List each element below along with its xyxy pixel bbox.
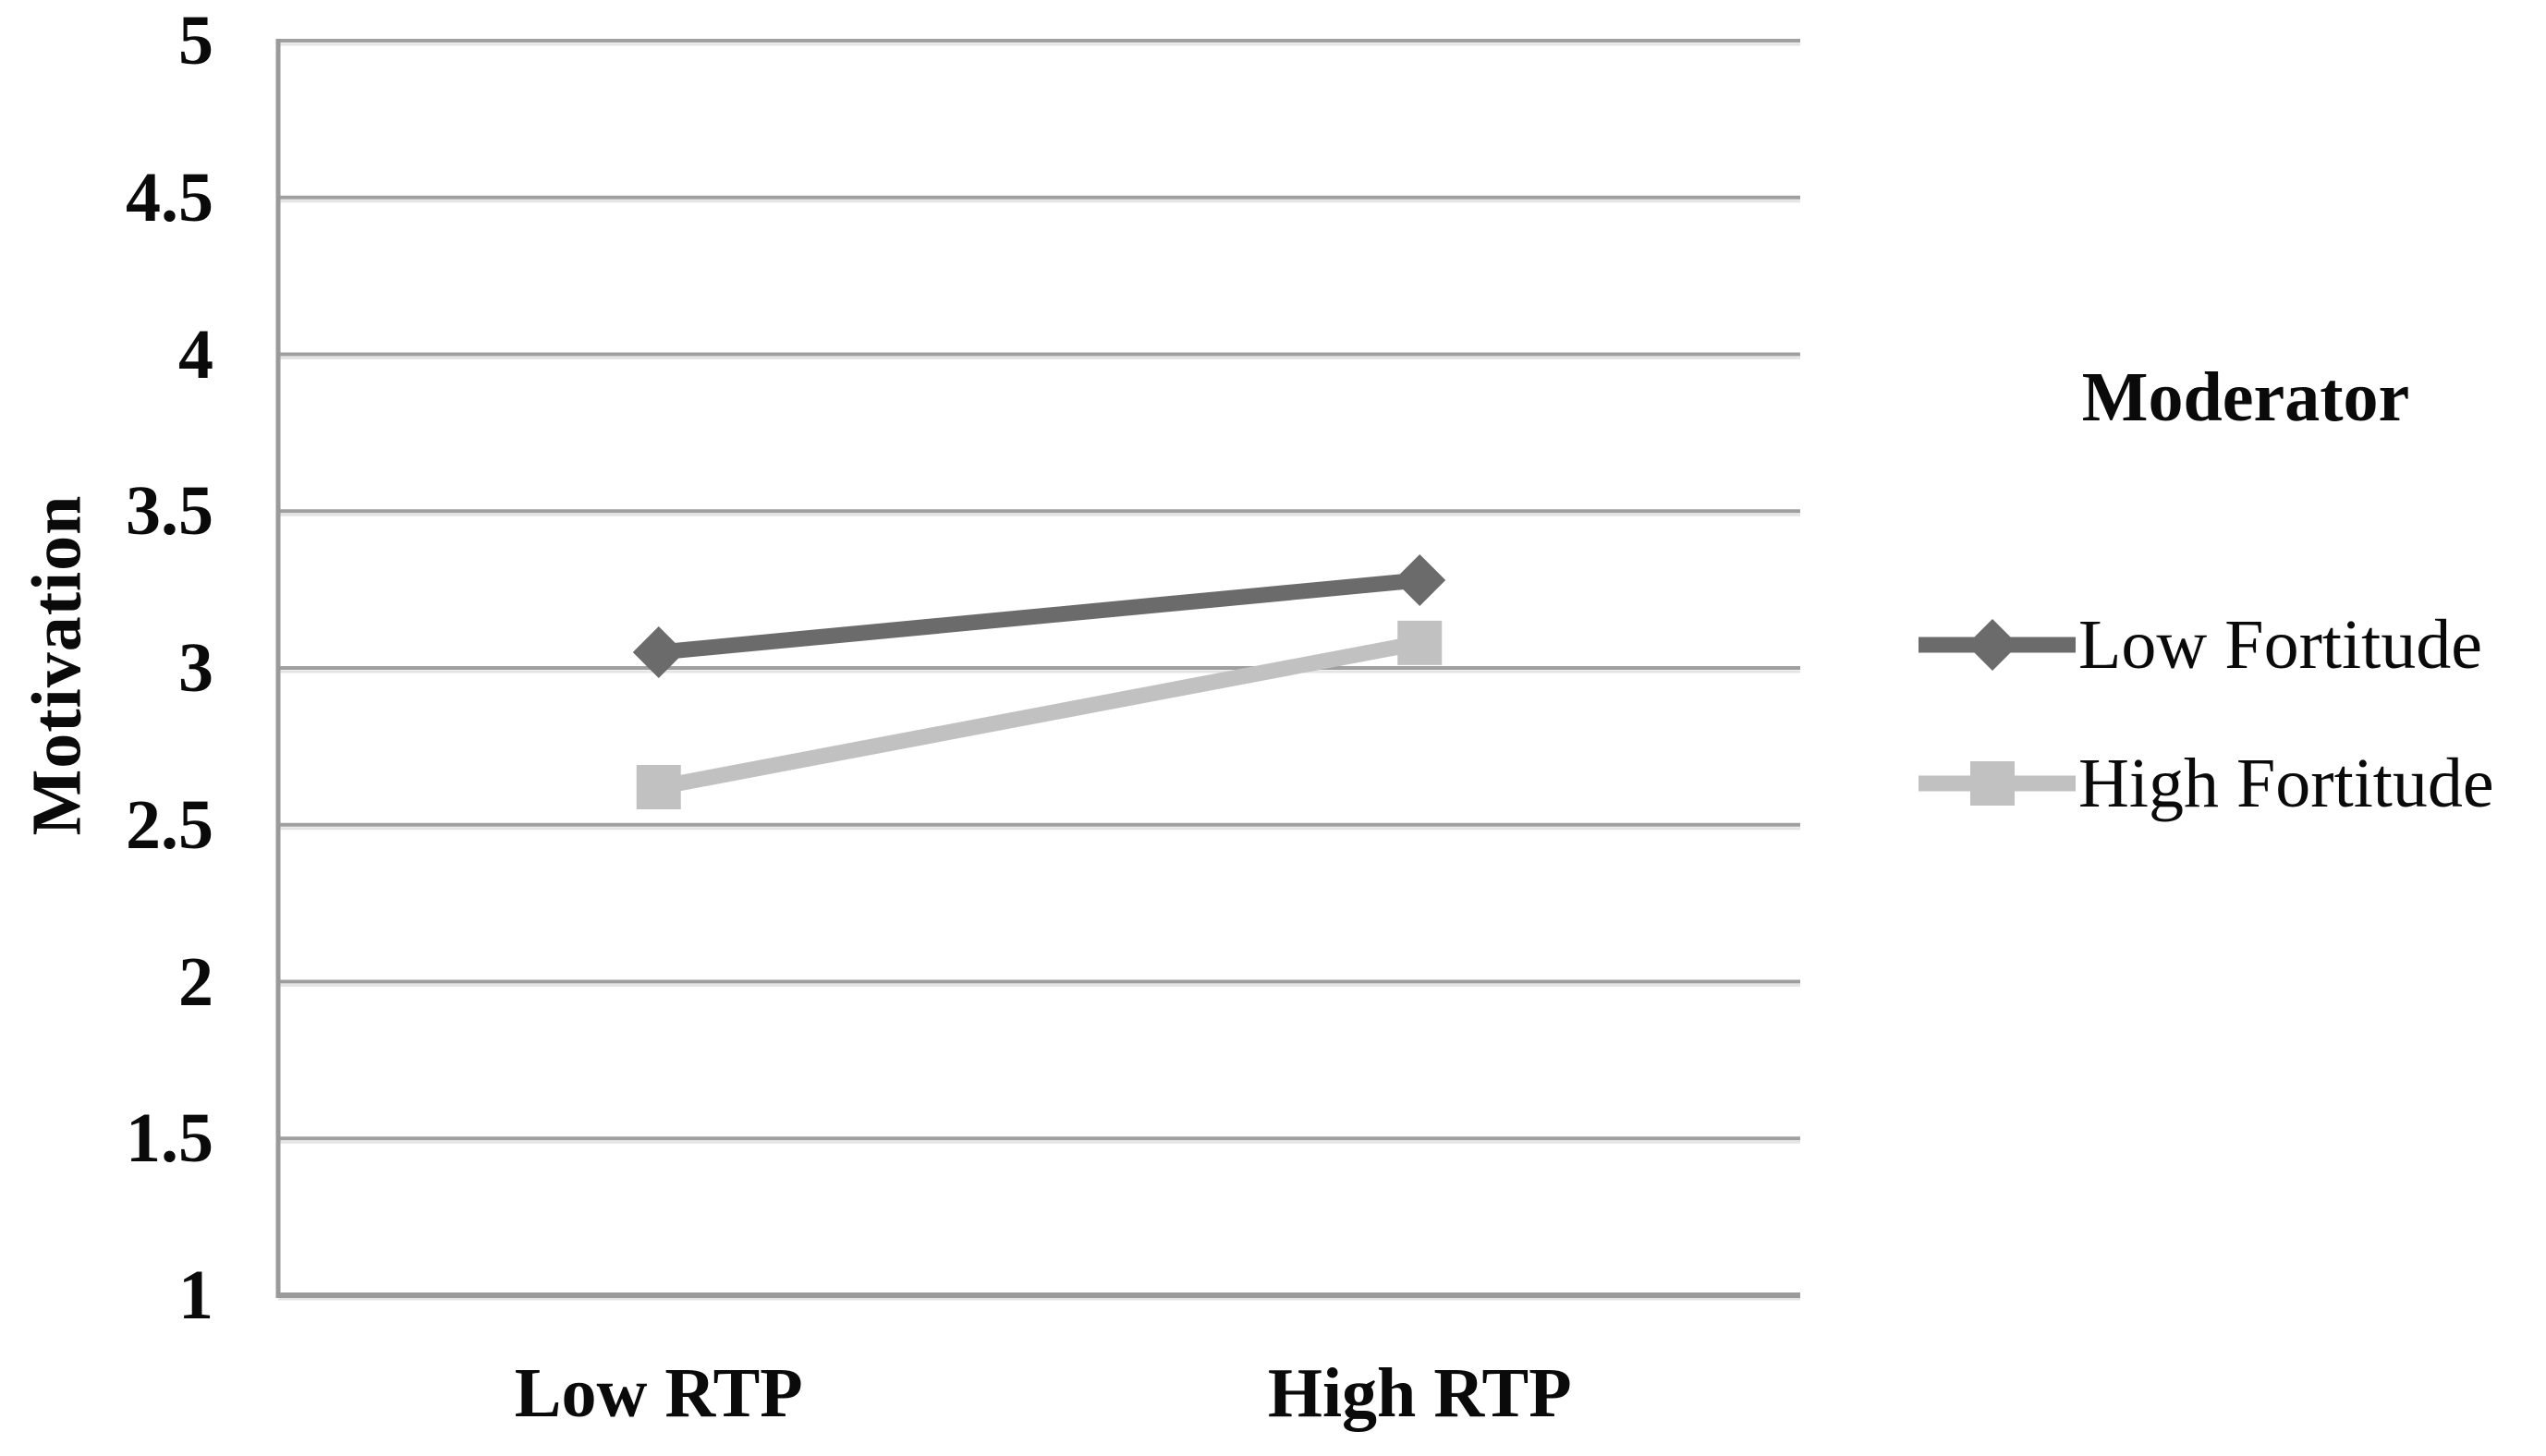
legend-swatch: [1919, 761, 2076, 806]
y-tick-label: 3.5: [126, 472, 213, 551]
y-tick-label: 1.5: [126, 1099, 213, 1178]
y-tick-label: 2.5: [126, 785, 213, 864]
legend-item: Low Fortitude: [1919, 603, 2482, 686]
y-tick-label: 2: [178, 942, 213, 1021]
series-marker-legend-0: [1967, 619, 2018, 671]
category-label: Low RTP: [514, 1354, 803, 1432]
y-tick-label: 5: [178, 2, 213, 79]
series-marker-0: [1394, 553, 1446, 606]
y-tick-label: 1: [178, 1256, 213, 1334]
y-tick-label: 3: [178, 629, 213, 707]
legend-swatch: [1919, 619, 2076, 671]
series-line-1: [657, 635, 1421, 795]
y-tick-label: 4.5: [126, 158, 213, 237]
legend-title: Moderator: [2081, 358, 2410, 436]
series-marker-0: [632, 626, 685, 679]
legend-item-label: High Fortitude: [2078, 745, 2494, 822]
series-marker-1: [1397, 620, 1443, 665]
series-marker-legend-1: [1970, 761, 2015, 806]
y-tick-label: 4: [178, 315, 213, 394]
legend-item-label: Low Fortitude: [2078, 606, 2482, 684]
legend-item: High Fortitude: [1919, 742, 2494, 825]
category-label: High RTP: [1267, 1354, 1572, 1432]
series-line-0: [657, 572, 1421, 661]
series-marker-1: [636, 765, 681, 810]
